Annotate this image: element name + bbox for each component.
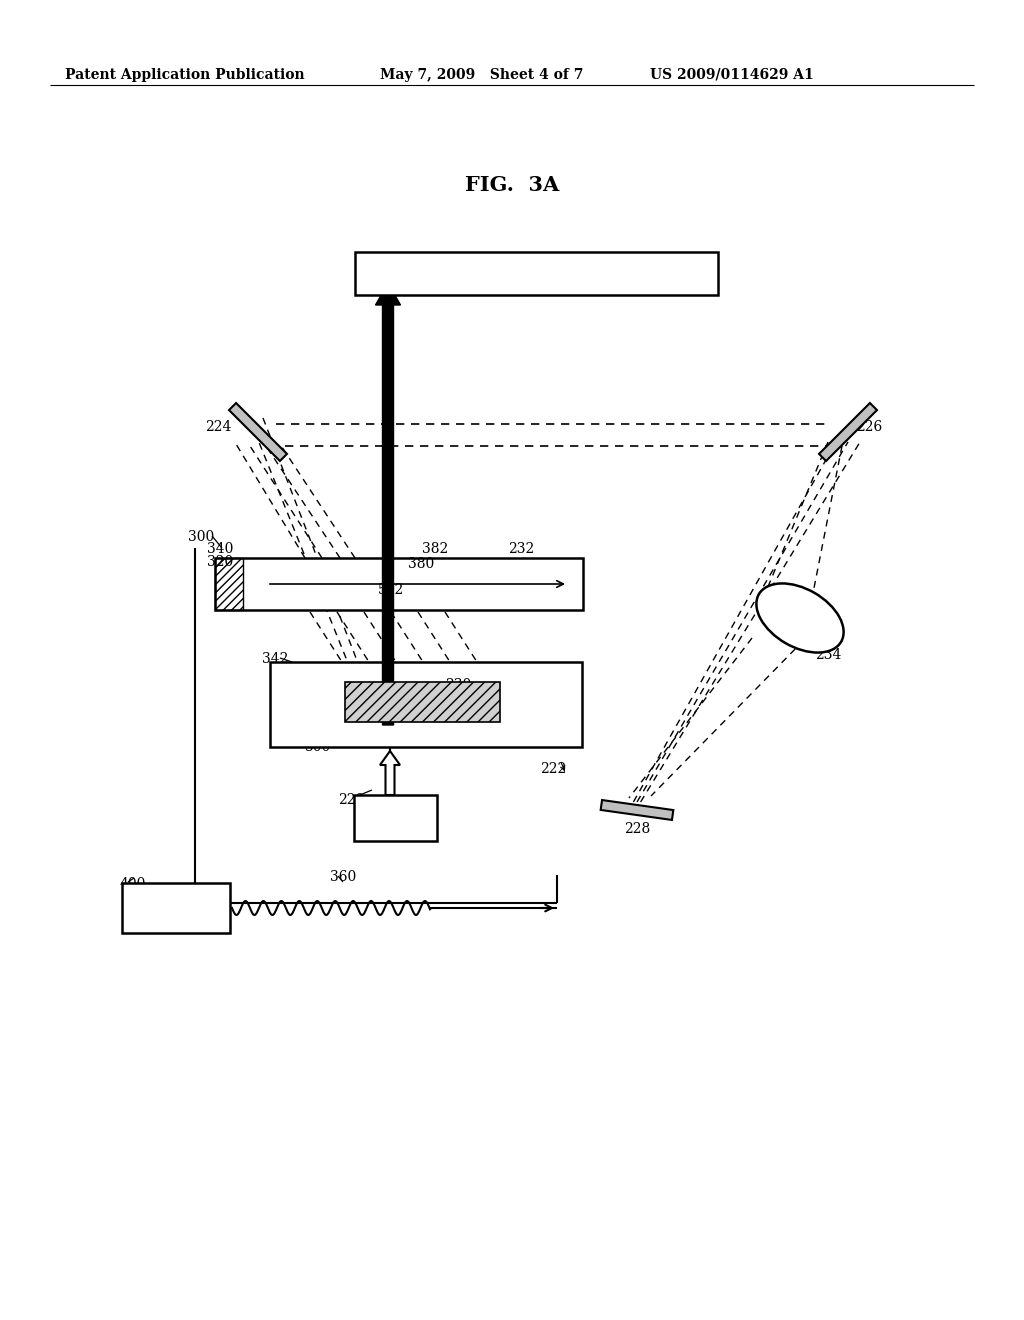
Text: May 7, 2009   Sheet 4 of 7: May 7, 2009 Sheet 4 of 7 <box>380 69 584 82</box>
Text: 224: 224 <box>205 420 231 434</box>
Polygon shape <box>229 403 287 461</box>
Text: SIGNAL: SIGNAL <box>145 909 207 923</box>
Text: 300: 300 <box>188 531 214 544</box>
Bar <box>215 558 583 610</box>
Bar <box>215 558 243 610</box>
Text: LASER: LASER <box>370 814 422 829</box>
Text: 220: 220 <box>338 793 365 807</box>
Text: 380: 380 <box>408 557 434 572</box>
Text: 232: 232 <box>508 543 535 556</box>
Text: 360: 360 <box>330 870 356 884</box>
Polygon shape <box>819 403 877 461</box>
Text: 340: 340 <box>207 543 233 556</box>
FancyArrow shape <box>376 282 400 725</box>
Text: 226: 226 <box>856 420 883 434</box>
Bar <box>355 252 718 294</box>
Text: 228: 228 <box>624 822 650 836</box>
Text: 382: 382 <box>422 543 449 556</box>
Text: US 2009/0114629 A1: US 2009/0114629 A1 <box>650 69 814 82</box>
Polygon shape <box>601 800 674 820</box>
Text: 500: 500 <box>305 741 331 754</box>
Bar <box>122 883 230 933</box>
Text: Patent Application Publication: Patent Application Publication <box>65 69 304 82</box>
Text: 230: 230 <box>445 678 471 692</box>
Text: 234: 234 <box>815 648 842 663</box>
Bar <box>270 663 582 747</box>
Text: 342: 342 <box>262 652 289 667</box>
FancyArrow shape <box>380 751 400 795</box>
Text: 222: 222 <box>540 762 566 776</box>
Text: 400: 400 <box>120 876 146 891</box>
Text: RF: RF <box>165 895 186 909</box>
Bar <box>354 795 437 841</box>
Text: 502: 502 <box>378 583 404 597</box>
Ellipse shape <box>757 583 844 652</box>
Text: TO BEAM FOCUSING AND  STEERING: TO BEAM FOCUSING AND STEERING <box>386 271 687 285</box>
Text: 320: 320 <box>207 554 233 569</box>
Bar <box>345 682 500 722</box>
Text: FIG.  3A: FIG. 3A <box>465 176 559 195</box>
